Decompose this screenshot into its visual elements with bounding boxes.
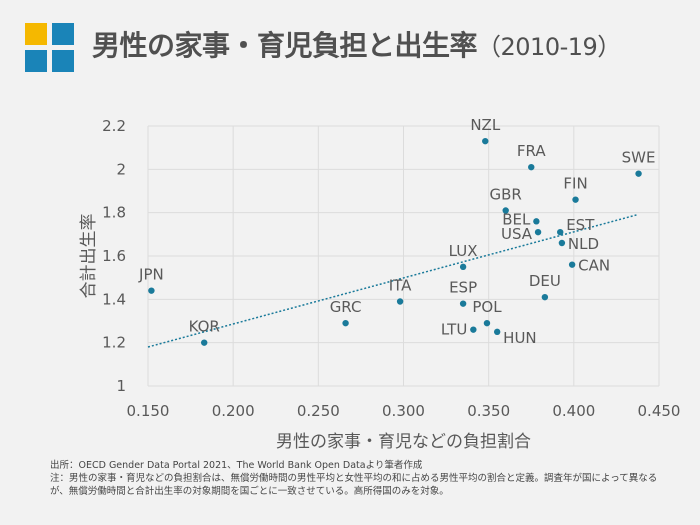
y-tick-label: 2 (116, 160, 126, 178)
data-point-nld (558, 239, 566, 247)
data-point-fra (528, 163, 535, 171)
x-tick-label: 0.350 (467, 402, 510, 420)
x-tick-label: 0.300 (382, 402, 425, 420)
y-tick-label: 2.2 (102, 117, 126, 135)
logo-square (25, 23, 47, 45)
trendline (147, 214, 638, 348)
y-tick-label: 1 (116, 377, 126, 395)
title-period: （2010-19） (477, 33, 621, 61)
data-label-esp: ESP (449, 279, 477, 297)
logo (25, 23, 75, 73)
data-label-nzl: NZL (470, 116, 500, 134)
y-tick-label: 1.2 (102, 334, 126, 352)
data-label-can: CAN (578, 257, 610, 275)
data-point-usa (534, 228, 542, 236)
data-point-ltu (470, 326, 477, 333)
scatter-chart: 0.150 0.200 0.250 0.300 0.350 0.400 0.450 1 1.2 1… (79, 116, 681, 452)
data-point-esp (459, 300, 467, 307)
x-axis-label: 男性の家事・育児などの負担割合 (276, 432, 531, 452)
logo-square (52, 23, 74, 45)
data-label-usa: USA (501, 225, 533, 243)
logo-square (25, 50, 47, 72)
data-point-gbr (502, 207, 509, 214)
y-tick-label: 1.6 (102, 247, 126, 265)
data-point-swe (635, 170, 642, 177)
data-point-hun (493, 328, 501, 336)
data-point-jpn (148, 287, 155, 294)
y-axis-label: 合計出生率 (79, 214, 99, 299)
data-label-fin: FIN (563, 175, 587, 193)
data-label-kor: KOR (189, 318, 220, 336)
data-point-nzl (482, 137, 489, 145)
logo-square (52, 50, 74, 72)
data-label-ltu: LTU (441, 321, 467, 339)
x-tick-label: 0.450 (638, 402, 681, 420)
data-label-pol: POL (472, 298, 502, 316)
data-point-ita (396, 298, 404, 305)
footnote: 注：男性の家事・育児などの負担割合は、無償労働時間の男性平均と女性平均の和に占め… (50, 473, 658, 497)
data-label-deu: DEU (529, 272, 561, 290)
data-label-est: EST (566, 216, 595, 234)
data-point-fin (572, 196, 579, 203)
y-tick-label: 1.4 (102, 290, 126, 308)
data-label-hun: HUN (503, 329, 536, 347)
data-point-est (557, 228, 564, 236)
data-point-kor (201, 339, 208, 346)
y-tick-label: 1.8 (102, 204, 126, 222)
title-main: 男性の家事・育児負担と出生率 (92, 29, 478, 62)
data-point-lux (459, 263, 467, 271)
data-label-swe: SWE (622, 149, 656, 167)
x-tick-label: 0.200 (212, 402, 255, 420)
data-point-grc (342, 319, 349, 327)
x-tick-label: 0.400 (552, 402, 595, 420)
data-label-grc: GRC (330, 298, 362, 316)
data-point-bel (533, 218, 540, 225)
data-label-ita: ITA (389, 277, 412, 295)
data-label-bel: BEL (502, 210, 531, 228)
data-label-gbr: GBR (490, 186, 522, 204)
data-point-deu (541, 293, 549, 301)
x-tick-label: 0.250 (297, 402, 340, 420)
data-point-pol (483, 319, 491, 327)
data-label-lux: LUX (449, 242, 478, 260)
x-tick-label: 0.150 (127, 402, 170, 420)
notes: 出所：OECD Gender Data Portal 2021、The Worl… (50, 459, 670, 498)
data-point-can (568, 261, 576, 268)
source-note: 出所：OECD Gender Data Portal 2021、The Worl… (50, 460, 423, 471)
data-label-jpn: JPN (138, 266, 164, 284)
data-label-nld: NLD (568, 235, 599, 253)
data-label-fra: FRA (517, 142, 546, 160)
page-title: 男性の家事・育児負担と出生率（2010-19） (92, 24, 621, 64)
